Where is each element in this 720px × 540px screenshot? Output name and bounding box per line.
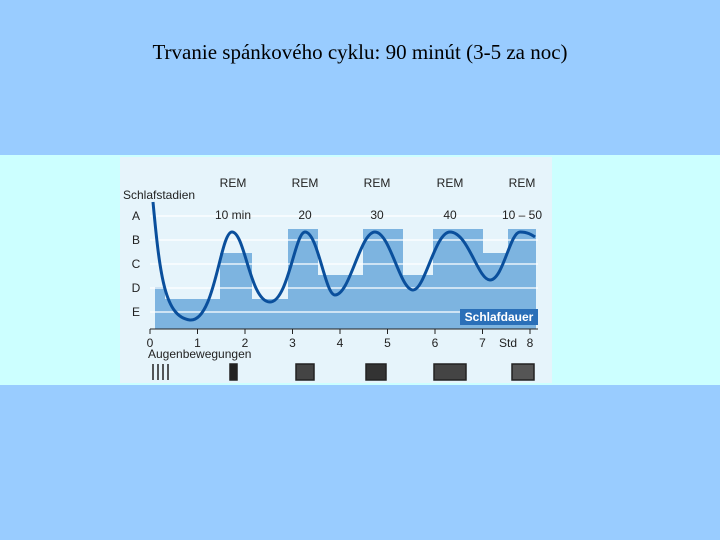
x-tick-label: 5 xyxy=(384,336,391,350)
rem-duration: 20 xyxy=(298,208,312,222)
rem-duration: 10 – 50 xyxy=(502,208,542,222)
stage-label: D xyxy=(132,281,141,295)
rem-label: REM xyxy=(220,176,247,190)
rem-label: REM xyxy=(364,176,391,190)
x-axis-label: Schlafdauer xyxy=(465,310,534,324)
sleep-figure: Schlafdauer Schlafstadien Augenbewegunge… xyxy=(120,157,552,383)
stage-label: E xyxy=(132,305,140,319)
x-tick-label: 2 xyxy=(242,336,249,350)
x-unit: Std xyxy=(499,336,517,350)
x-label-box xyxy=(460,309,538,325)
rem-duration: 30 xyxy=(370,208,384,222)
slide-title: Trvanie spánkového cyklu: 90 minút (3-5 … xyxy=(152,40,568,64)
x-tick-label: 8 xyxy=(527,336,534,350)
stage-label: C xyxy=(132,257,141,271)
rem-duration: 10 min xyxy=(215,208,251,222)
x-tick-label: 4 xyxy=(337,336,344,350)
stage-label: A xyxy=(132,209,140,223)
rem-label: REM xyxy=(437,176,464,190)
rem-label: REM xyxy=(509,176,536,190)
rem-duration: 40 xyxy=(443,208,457,222)
eye-movement-label: Augenbewegungen xyxy=(148,347,251,361)
x-tick-label: 0 xyxy=(147,336,154,350)
y-axis-label: Schlafstadien xyxy=(123,188,195,202)
stage-label: B xyxy=(132,233,140,247)
x-tick-label: 6 xyxy=(432,336,439,350)
x-tick-label: 3 xyxy=(289,336,296,350)
x-tick-label: 1 xyxy=(194,336,201,350)
sleep-curve xyxy=(151,201,536,322)
x-tick-label: 7 xyxy=(479,336,486,350)
rem-label: REM xyxy=(292,176,319,190)
eye-movement-marks xyxy=(152,363,535,381)
